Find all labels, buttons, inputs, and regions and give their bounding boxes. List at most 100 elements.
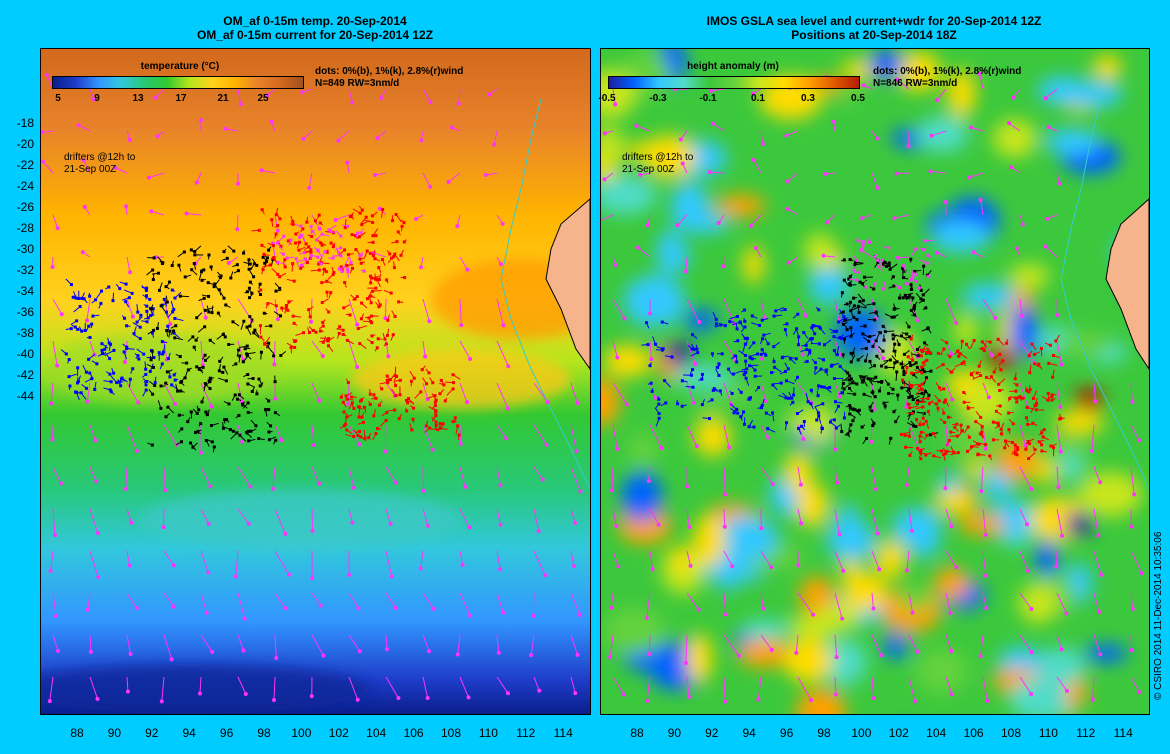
current-arrow [760,298,766,318]
current-arrow-head [48,568,53,573]
drifter-dot [1033,448,1037,452]
current-arrow-head [388,521,393,526]
drifter-dot [840,291,844,295]
drifter-dot [940,449,944,453]
drifter-dot [309,254,313,258]
current-arrow [1130,676,1140,693]
drifter-dot [275,241,279,245]
drifter-dot [1003,439,1007,443]
current-arrow-head [311,443,316,448]
drifter-dot [291,314,295,318]
drifter-dot [1050,394,1054,398]
current-arrow-head [161,525,166,530]
y-axis-label: -40 [16,347,34,361]
current-arrow-head [785,206,790,211]
drifter-dot [772,345,776,349]
drifter-dot [902,373,906,377]
current-arrow [570,508,576,524]
drifter-dot [380,387,384,391]
current-arrow-head [375,136,380,141]
drifter-dot [345,264,349,268]
current-arrow-head [1059,647,1064,652]
drifter-dot [906,402,910,406]
current-arrow [906,550,910,571]
drifter-dot [692,347,696,351]
right-colorbar-tick: 0.5 [851,93,865,104]
drifter-dot [891,387,895,391]
current-arrow [1019,676,1032,695]
drifter-dot [680,379,684,383]
current-arrow-head [49,401,54,406]
drifter-dot [864,346,868,350]
drifter-dot [848,283,852,287]
current-arrow-head [1046,125,1051,130]
drifter-dot [406,401,410,405]
eddy [796,688,846,714]
eddy [1032,464,1059,483]
drifter-dot [250,291,254,295]
current-arrow [612,88,616,105]
current-arrow-head [635,245,640,250]
drifter-dot [179,389,183,393]
drifter-dot [203,325,207,329]
drifter-dot [395,240,399,244]
current-arrow [685,256,688,272]
drifter-dot [199,422,203,426]
current-arrow [1130,634,1133,651]
current-arrow [237,340,244,360]
current-arrow-head [879,653,884,658]
drifter-dot [160,340,164,344]
current-arrow [148,172,165,179]
left-drifter-note-line2: 21-Sep 00Z [64,164,117,175]
drifter-dot [266,302,270,306]
drifter-dot [207,253,211,257]
current-arrow [89,466,97,482]
drifter-dot [170,264,174,268]
drifter-dot [873,395,877,399]
drifter-dot [103,347,107,351]
drifter-dot [245,290,249,294]
drifter-dot [926,254,930,258]
drifter-dot [1021,396,1025,400]
drifter-dot [849,334,853,338]
current-arrow [1045,246,1058,258]
current-arrow-head [465,400,470,405]
left-title: OM_af 0-15m temp. 20-Sep-2014 OM_af 0-15… [40,14,590,42]
drifter-dot [341,328,345,332]
drifter-dot [153,381,157,385]
drifter-dot [246,410,250,414]
drifter-dot [331,256,335,260]
current-arrow-head [614,263,619,268]
current-arrow-head [169,657,174,662]
current-arrow [448,172,461,183]
drifter-dot [443,399,447,403]
current-arrow-head [317,226,322,231]
drifter-dot [1000,432,1004,436]
current-arrow [348,466,355,488]
current-arrow [533,424,547,446]
current-arrow [50,382,54,404]
right-title-line2: Positions at 20-Sep-2014 18Z [791,28,957,42]
drifter-dot [785,322,789,326]
current-arrow [1056,508,1063,536]
eddy [601,377,620,427]
drifter-dot [936,406,940,410]
x-axis-label: 92 [145,726,159,740]
drifter-dot [906,355,910,359]
current-arrow [982,676,988,701]
current-arrow [1019,466,1032,490]
drifter-dot [252,275,256,279]
eddy [826,521,877,561]
current-arrow-head [427,649,432,654]
drifter-dot [921,361,925,365]
drifter-dot [868,405,872,409]
current-arrow-head [345,160,350,165]
current-arrow-head [204,610,209,615]
drifter-dot [764,353,768,357]
drifter-dot [998,404,1002,408]
drifter-dot [796,312,800,316]
drifter-dot [805,348,809,352]
drifter-dot [994,409,998,413]
drifter-dot [1003,446,1007,450]
drifter-dot [404,398,408,402]
